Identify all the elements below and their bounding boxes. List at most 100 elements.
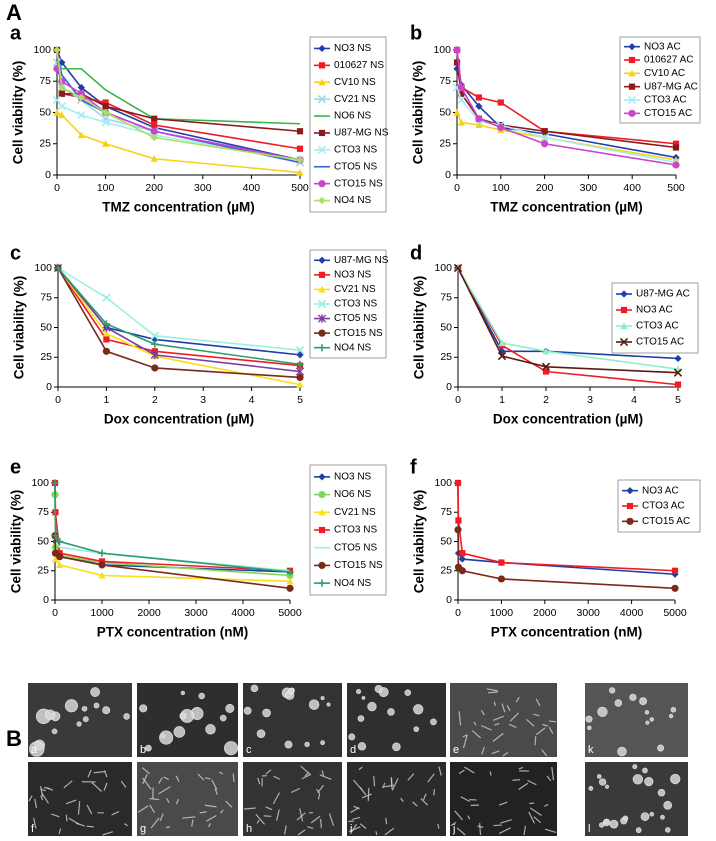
cell-fiber — [102, 831, 113, 836]
x-tick-label: 4000 — [231, 607, 255, 619]
marker — [98, 549, 106, 557]
y-axis-label: Cell viability (%) — [412, 490, 427, 594]
cell-sphere — [145, 744, 152, 752]
cell-sphere — [642, 767, 648, 774]
marker — [453, 108, 461, 116]
marker — [318, 271, 326, 278]
marker — [672, 144, 680, 151]
cell-fiber — [199, 811, 207, 814]
cell-fiber — [284, 825, 287, 835]
marker — [150, 350, 159, 360]
cell-fiber — [546, 775, 552, 782]
y-tick-label: 25 — [439, 138, 451, 150]
cell-sphere — [598, 778, 607, 786]
y-tick-label: 50 — [37, 535, 49, 547]
marker — [151, 364, 159, 372]
tile-label: a — [31, 744, 38, 756]
cell-fiber — [296, 812, 306, 821]
marker — [457, 95, 466, 105]
cell-sphere — [361, 695, 366, 700]
marker — [318, 490, 326, 499]
legend-label: NO3 NS — [334, 43, 372, 54]
x-tick-label: 3000 — [577, 607, 601, 619]
cell-fiber — [232, 773, 235, 782]
series-line — [457, 267, 679, 374]
marker — [317, 299, 327, 309]
marker — [540, 133, 549, 142]
cell-fiber — [515, 696, 520, 703]
cell-fiber — [529, 807, 542, 817]
x-tick-label: 1 — [499, 394, 505, 406]
cell-fiber — [527, 779, 537, 786]
series-line — [457, 529, 676, 590]
legend-label: CV10 AC — [644, 68, 685, 79]
cell-fiber — [500, 819, 512, 824]
marker — [318, 579, 326, 587]
cell-sphere — [304, 741, 310, 748]
cell-fiber — [481, 725, 492, 731]
tile-label: g — [140, 823, 146, 835]
cell-sphere — [262, 708, 271, 718]
y-tick-label: 50 — [440, 535, 452, 547]
cell-fiber — [486, 688, 499, 692]
cell-sphere — [657, 744, 665, 752]
cell-fiber — [317, 784, 324, 794]
cell-fiber — [150, 817, 160, 829]
marker — [58, 83, 66, 92]
cell-sphere — [596, 774, 602, 779]
marker — [627, 95, 637, 105]
marker — [628, 83, 636, 90]
legend-label: CV21 NS — [334, 284, 376, 295]
cell-fiber — [385, 817, 388, 825]
cell-sphere — [93, 702, 100, 709]
cell-fiber — [319, 818, 322, 829]
legend-label: U87-MG AC — [636, 289, 690, 300]
y-axis-label: Cell viability (%) — [412, 276, 427, 380]
cell-fiber — [257, 777, 261, 785]
series-line — [56, 62, 301, 125]
cell-sphere — [668, 713, 674, 719]
cell-fiber — [321, 770, 325, 776]
marker — [102, 293, 111, 302]
cell-fiber — [375, 831, 378, 836]
cell-sphere — [205, 724, 216, 735]
micrograph — [585, 683, 688, 757]
marker — [286, 568, 294, 576]
cell-sphere — [602, 818, 611, 827]
cell-sphere — [597, 706, 608, 718]
cell-sphere — [219, 714, 227, 722]
cell-fiber — [523, 825, 527, 836]
cell-fiber — [243, 807, 256, 810]
cell-fiber — [191, 819, 194, 827]
cell-fiber — [65, 814, 68, 822]
y-tick-label: 0 — [445, 169, 451, 181]
cell-fiber — [492, 732, 504, 743]
cell-sphere — [284, 740, 293, 749]
panel-letter: c — [10, 242, 21, 264]
micrograph — [450, 683, 557, 757]
x-tick-label: 0 — [52, 607, 58, 619]
cell-fiber — [91, 781, 103, 793]
tile-label: b — [140, 744, 146, 756]
cell-fiber — [437, 823, 440, 829]
cell-fiber — [290, 787, 301, 794]
cell-fiber — [528, 811, 536, 824]
marker — [318, 473, 326, 481]
marker — [626, 502, 634, 510]
cell-fiber — [460, 796, 470, 802]
marker — [52, 95, 62, 105]
legend-label: CTO15 NS — [334, 178, 383, 189]
cell-fiber — [275, 809, 280, 821]
cell-fiber — [255, 813, 265, 825]
y-tick-label: 0 — [45, 169, 51, 181]
x-tick-label: 3 — [587, 394, 593, 406]
marker — [318, 44, 326, 53]
y-axis-label: Cell viability (%) — [12, 276, 27, 380]
legend-label: NO4 NS — [334, 342, 372, 353]
marker — [619, 337, 629, 347]
marker — [56, 553, 64, 561]
marker — [151, 121, 158, 129]
marker — [672, 140, 680, 147]
marker — [101, 118, 110, 127]
